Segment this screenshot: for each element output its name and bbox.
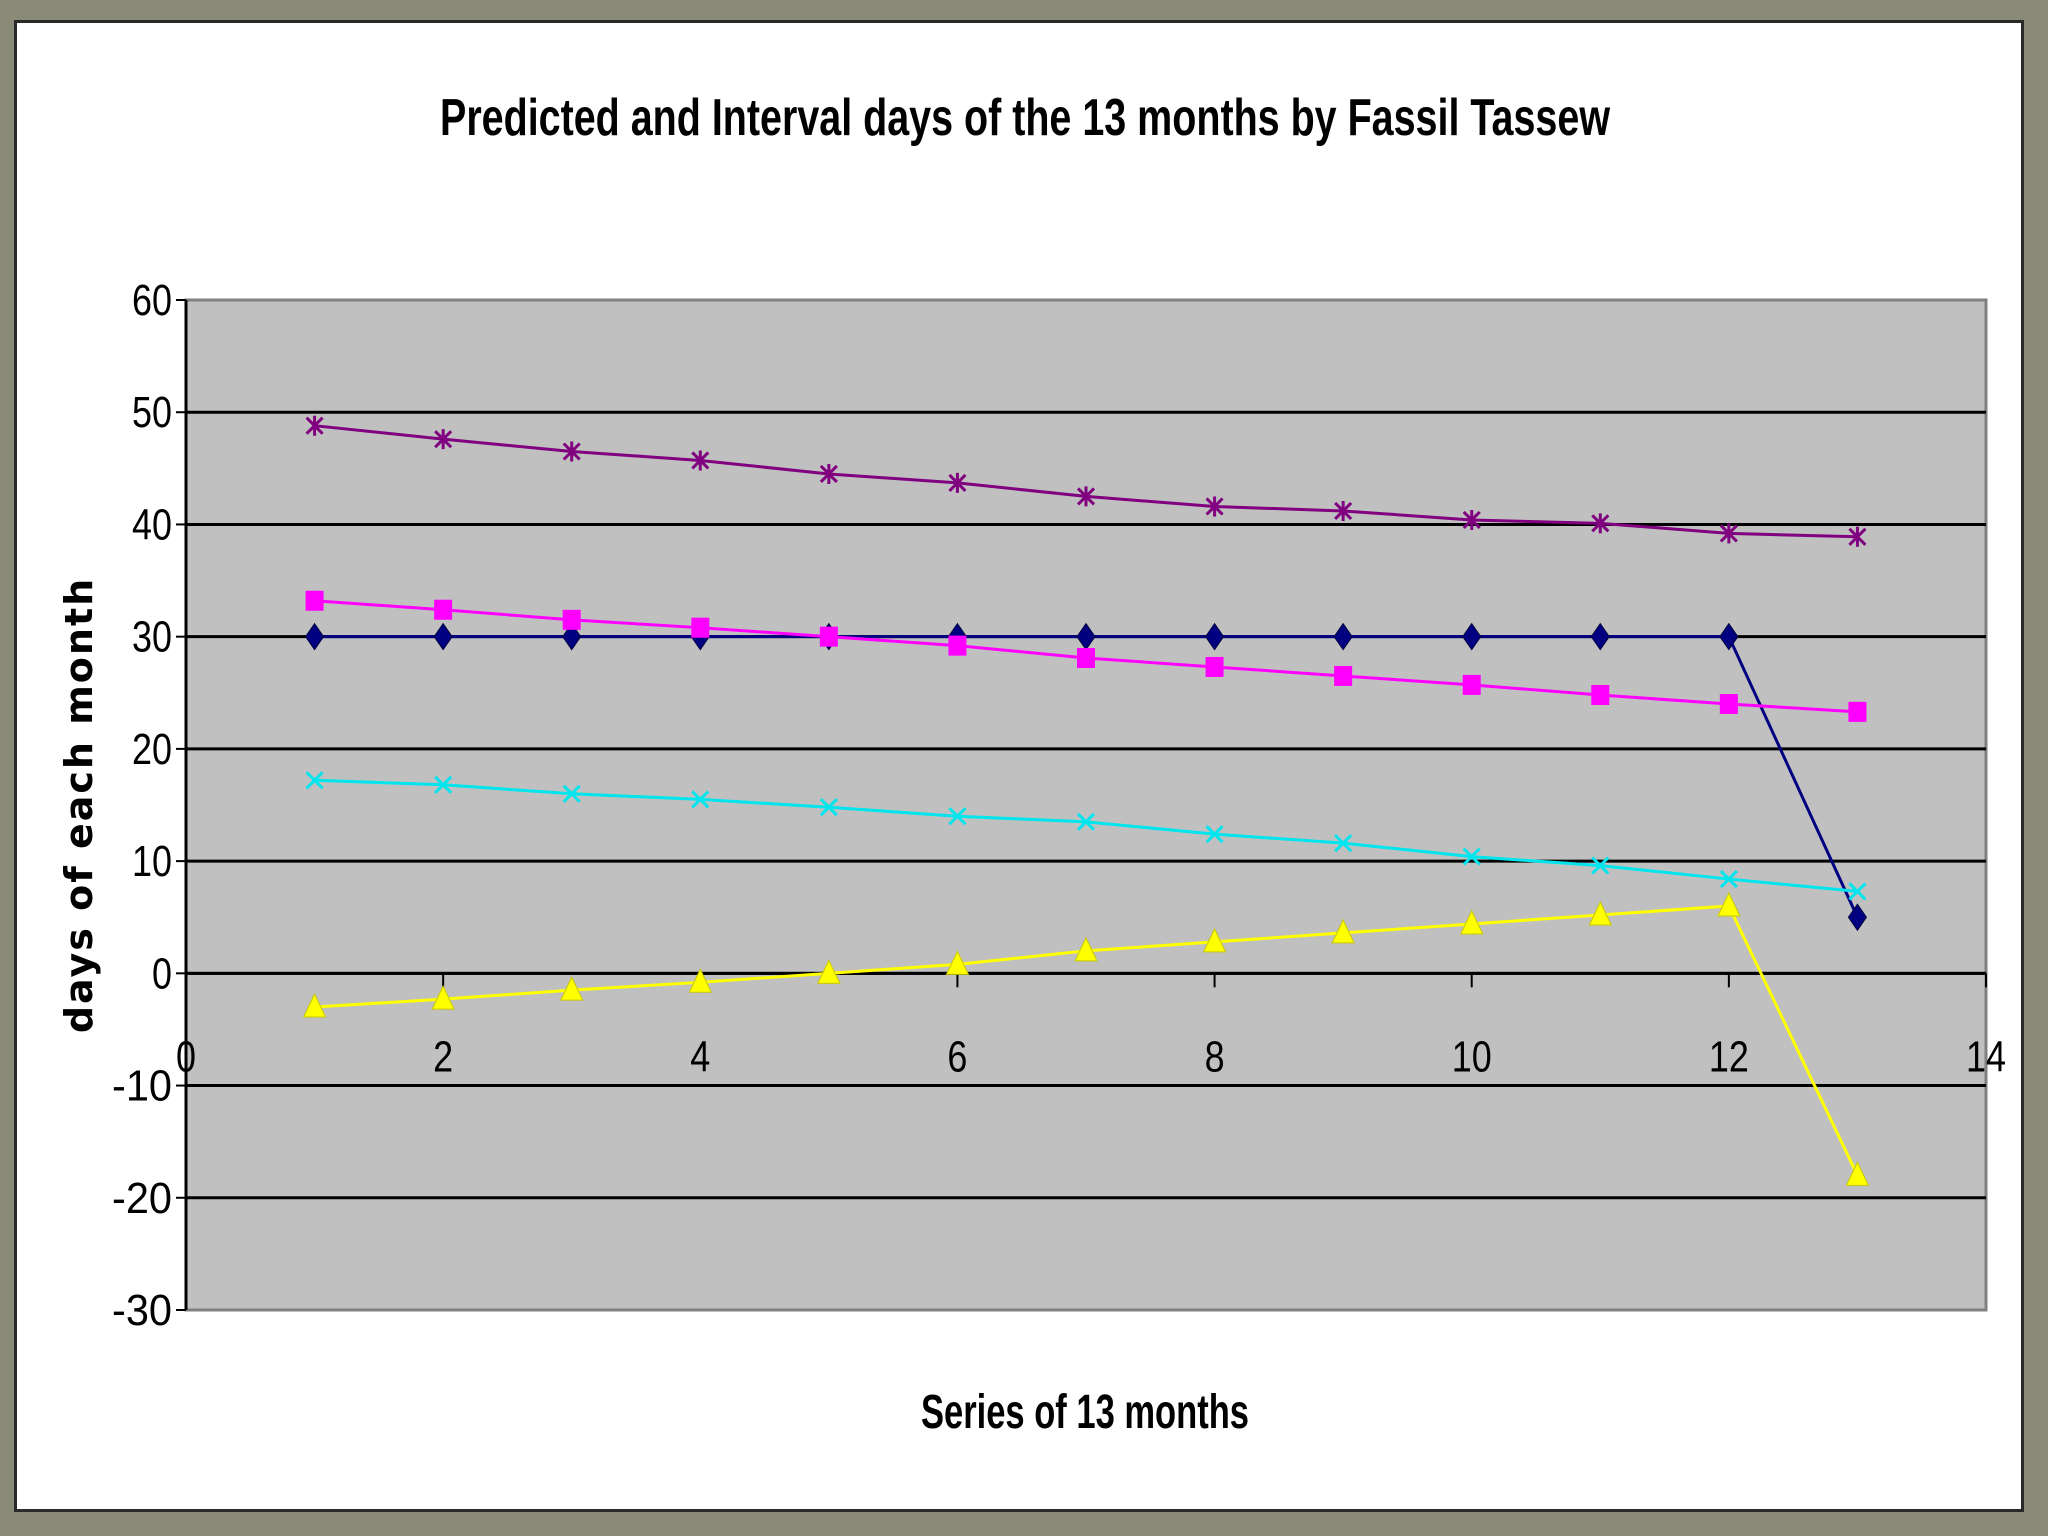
x-axis-label: Series of 13 months [921,1386,1249,1439]
data-point [1848,526,1867,547]
data-point [1205,825,1224,844]
data-point [1719,622,1739,651]
data-point [1205,496,1224,517]
data-point [434,429,453,450]
data-point [691,790,710,809]
data-point [819,798,838,817]
data-point [1331,918,1355,944]
data-point [1591,513,1610,534]
x-tick-label: 12 [1709,1032,1749,1081]
data-point [1590,622,1610,651]
data-point [1591,856,1610,875]
y-tick-label: -20 [112,1174,172,1223]
series-4 [305,771,1867,901]
data-point [1077,647,1095,668]
data-point [1334,665,1353,686]
series-2 [305,590,1867,722]
series-1 [304,622,1868,932]
data-point [562,622,582,651]
data-point [1588,900,1613,926]
data-point [562,441,581,462]
data-point [948,472,967,493]
y-tick-label: 0 [152,949,172,998]
data-point [1717,891,1741,917]
data-point [691,617,710,638]
data-point [434,599,453,620]
x-tick-label: 10 [1452,1032,1492,1081]
series-5 [305,415,1867,547]
data-point [945,950,970,975]
data-point [1847,903,1868,932]
x-tick-labels: 0 2 4 6 8 10 12 14 [176,1032,2006,1081]
data-point [304,622,325,651]
x-tick-label: 2 [433,1032,453,1081]
x-tick-label: 0 [176,1032,196,1081]
x-tick-label: 8 [1205,1032,1225,1081]
data-point [562,784,581,803]
data-point [431,984,455,1010]
data-point [819,463,838,484]
data-point [1848,701,1867,722]
data-point [1848,882,1867,901]
data-point [691,450,710,471]
x-tick-label: 14 [1966,1032,2006,1081]
data-point [1074,936,1098,962]
data-point [433,622,453,651]
data-point [1845,1161,1870,1186]
data-point [1462,622,1482,651]
axes [176,299,1987,1311]
data-point [434,775,453,794]
data-point [1204,622,1225,651]
x-tick-label: 4 [690,1032,710,1081]
y-tick-label: 50 [132,388,172,437]
data-point [817,959,841,984]
data-point [1719,694,1738,714]
data-point [1334,834,1353,853]
data-point [1076,812,1096,831]
y-tick-label: 30 [132,613,172,662]
data-point [1719,870,1738,889]
y-tick-label: -10 [112,1062,172,1111]
data-point [1459,909,1484,935]
data-point [1076,486,1096,507]
data-point [819,626,838,647]
data-point [948,635,967,656]
data-point [1202,927,1227,953]
y-tick-labels: -30 -20 -10 0 10 20 30 40 50 60 [112,276,172,1335]
y-tick-label: -30 [112,1286,172,1335]
data-point [562,609,581,630]
data-point [688,968,713,993]
data-point [1333,622,1353,651]
data-point [1462,674,1481,695]
data-point [948,807,967,826]
data-point [1334,500,1353,521]
series-3 [302,891,1870,1186]
data-point [559,976,584,1001]
x-tick-label: 6 [947,1032,967,1081]
chart-title: Predicted and Interval days of the 13 mo… [440,89,1610,147]
y-tick-label: 40 [132,500,172,549]
data-point [302,992,327,1018]
data-point [1462,509,1481,530]
y-tick-label: 60 [132,276,172,325]
plot-area [184,298,1988,1312]
data-point [1591,685,1610,706]
data-point [1719,523,1738,544]
data-point [305,415,324,436]
y-tick-label: 10 [132,837,172,886]
y-tick-label: 20 [132,725,172,774]
series-group [302,415,1870,1186]
data-point [1205,656,1224,677]
data-point [1462,847,1481,866]
y-axis-label: days of each month [57,577,101,1033]
data-point [305,771,324,790]
data-point [305,590,324,611]
